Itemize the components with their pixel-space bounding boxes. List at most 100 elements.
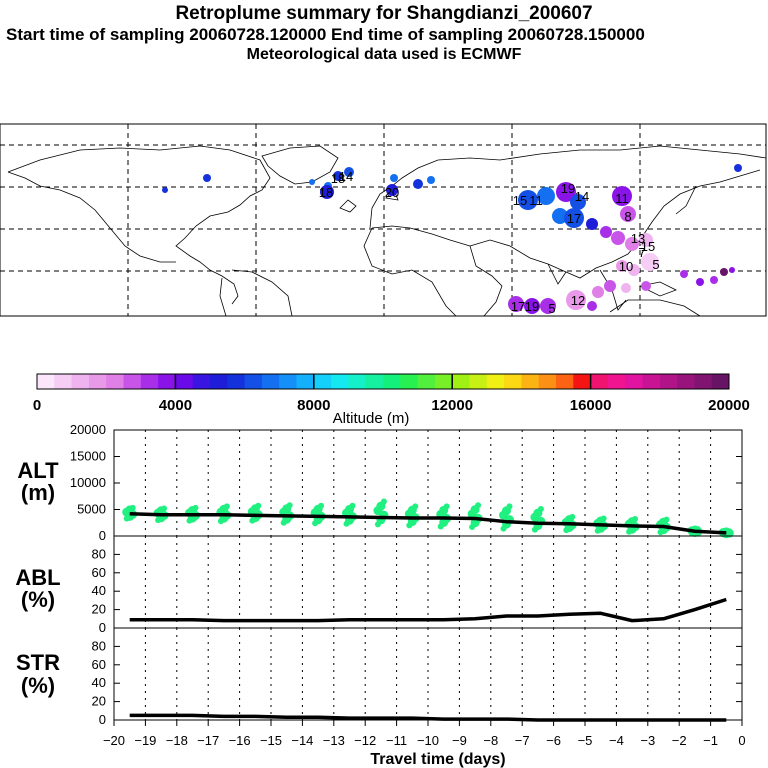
- colorbar-cell: [434, 374, 453, 389]
- alt-scatter-point: [161, 505, 168, 512]
- map-particle-dot: [508, 296, 524, 312]
- map-day-label: 15: [513, 193, 527, 208]
- coastlines: [7, 145, 767, 317]
- map-day-label: 20: [385, 185, 399, 200]
- map-particle-dot: [540, 298, 556, 314]
- colorbar-label: Altitude (m): [333, 410, 410, 427]
- map-particle-dot: [620, 206, 636, 222]
- alt-scatter-point: [192, 504, 199, 511]
- alt-y-tick-label: 5000: [77, 502, 106, 517]
- colorbar-cell: [158, 374, 176, 389]
- x-tick-label: −16: [229, 733, 251, 748]
- map-particle-dot: [729, 267, 735, 273]
- alt-panel-unit: (m): [21, 480, 55, 505]
- map-particle-dot: [720, 268, 728, 276]
- alt-scatter-point: [726, 528, 733, 535]
- alt-scatter-point: [443, 503, 450, 510]
- colorbar-cell: [573, 374, 592, 389]
- colorbar-cell: [192, 374, 211, 389]
- map-particle-dot: [570, 194, 586, 210]
- colorbar-cell: [244, 374, 263, 389]
- colorbar-cell: [383, 374, 401, 389]
- colorbar-cell: [694, 374, 713, 389]
- colorbar-cell: [659, 374, 678, 389]
- colorbar-cell: [521, 374, 540, 389]
- alt-scatter-point: [255, 502, 262, 509]
- colorbar-tick-label: 8000: [297, 397, 330, 414]
- map-particle-dot: [604, 280, 616, 292]
- x-tick-label: −3: [640, 733, 655, 748]
- sampling-time-line: Start time of sampling 20060728.120000 E…: [6, 25, 645, 44]
- colorbar-cell: [140, 374, 159, 389]
- map-particle-dot: [386, 184, 398, 196]
- map-particle-dot: [203, 174, 211, 182]
- x-tick-label: −13: [323, 733, 345, 748]
- map-particle-dot: [592, 286, 604, 298]
- map-particle-dot: [518, 190, 538, 210]
- map-particle-dot: [612, 186, 632, 206]
- x-axis: −20 −19 −18 −17 −16 −15 −14 −13 −12 −11 −10 −9 −8 −7−…: [103, 720, 746, 748]
- map-day-label: 18: [331, 171, 345, 186]
- str-y-tick-label: 0: [99, 712, 106, 727]
- map-particle-dot: [628, 264, 640, 276]
- colorbar-cell: [607, 374, 626, 389]
- alt-y-tick-label: 20000: [70, 422, 106, 437]
- x-tick-label: −18: [166, 733, 188, 748]
- colorbar-cell: [400, 374, 419, 389]
- x-tick-label: −1: [703, 733, 718, 748]
- map-particle-dot: [586, 218, 598, 230]
- alt-scatter-point: [380, 498, 387, 505]
- map-day-label: 12: [571, 293, 585, 308]
- map-particle-dot: [537, 187, 555, 205]
- map-particle-dot: [680, 270, 688, 278]
- altitude-colorbar: 0 4000 8000 12000 16000 20000 Altitude (m): [33, 373, 750, 427]
- colorbar-cell: [677, 374, 695, 389]
- colorbar-cell: [538, 374, 557, 389]
- abl-series-line: [129, 597, 727, 623]
- map-day-label: 10: [619, 259, 633, 274]
- alt-scatter-point: [318, 502, 325, 509]
- x-axis-title: Travel time (days): [370, 751, 505, 768]
- map-particle-dot: [616, 260, 628, 272]
- colorbar-cell: [313, 374, 332, 389]
- map-particle-dot: [524, 298, 540, 314]
- map-day-label: 8: [624, 209, 631, 224]
- alt-scatter-point: [286, 502, 293, 509]
- alt-scatter-point: [412, 503, 419, 510]
- colorbar-cell: [175, 374, 194, 389]
- map-particle-dot: [734, 164, 742, 172]
- colorbar-cell: [625, 374, 643, 389]
- map-particle-dot: [566, 290, 586, 310]
- colorbar-cell: [106, 374, 124, 389]
- map-particle-dot: [696, 278, 704, 286]
- colorbar-cell: [227, 374, 246, 389]
- x-tick-label: −14: [291, 733, 313, 748]
- map-particle-dot: [309, 179, 315, 185]
- met-data-line: Meteorological data used is ECMWF: [246, 46, 522, 63]
- abl-y-tick-label: 80: [92, 546, 106, 561]
- alt-scatter-point: [569, 513, 576, 520]
- map-day-label: 14: [339, 169, 353, 184]
- alt-y-tick-label: 0: [99, 528, 106, 543]
- map-particle-dot: [162, 187, 168, 193]
- str-y-tick-label: 60: [92, 657, 106, 672]
- str-panel-label: STR: [16, 650, 60, 675]
- map-particle-dots: [162, 164, 742, 314]
- abl-y-tick-label: 60: [92, 565, 106, 580]
- colorbar-cell: [642, 374, 661, 389]
- map-particle-dot: [320, 185, 334, 199]
- alt-scatter-point: [506, 503, 513, 510]
- map-particle-dot: [611, 231, 625, 245]
- alt-scatter-point: [663, 516, 670, 523]
- alt-y-tick-label: 15000: [70, 449, 106, 464]
- x-tick-label: −11: [386, 733, 407, 748]
- map-day-label: 5: [548, 301, 555, 316]
- abl-panel-label: ABL: [15, 565, 60, 590]
- colorbar-cell: [296, 374, 315, 389]
- map-particle-dot: [564, 208, 584, 228]
- colorbar-cell: [711, 374, 730, 389]
- alt-series-line: [129, 511, 727, 535]
- colorbar-cell: [469, 374, 488, 389]
